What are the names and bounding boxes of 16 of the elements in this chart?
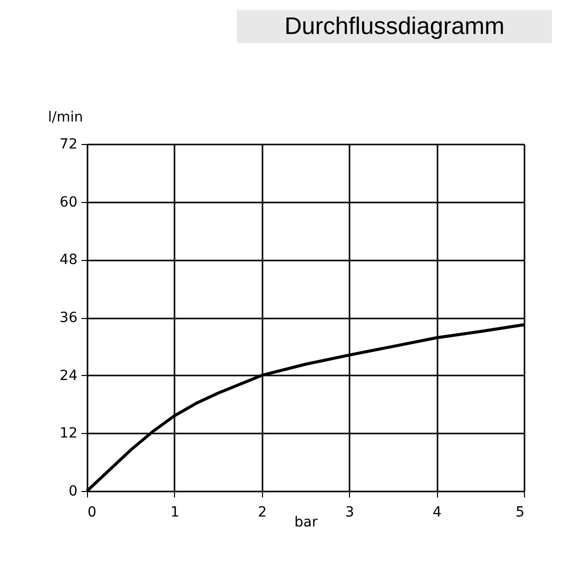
y-tick-label: 24 <box>60 368 78 384</box>
x-tick-label: 0 <box>88 504 96 520</box>
y-tick-label: 72 <box>60 136 78 152</box>
x-tick-label: 5 <box>516 504 524 520</box>
x-tick-label: 2 <box>258 504 267 520</box>
y-tick-label: 12 <box>60 426 78 442</box>
y-tick-label: 60 <box>60 194 78 210</box>
chart-title: Durchflussdiagramm <box>237 10 552 43</box>
x-tick-label: 4 <box>432 504 442 520</box>
y-tick-label: 0 <box>68 484 78 500</box>
y-tick-label: 36 <box>60 310 78 326</box>
x-tick-label: 1 <box>170 504 180 520</box>
x-axis-title: bar <box>294 514 318 530</box>
y-tick-label: 48 <box>60 252 78 268</box>
x-tick-label: 3 <box>345 504 354 520</box>
y-axis-title: l/min <box>48 110 84 126</box>
